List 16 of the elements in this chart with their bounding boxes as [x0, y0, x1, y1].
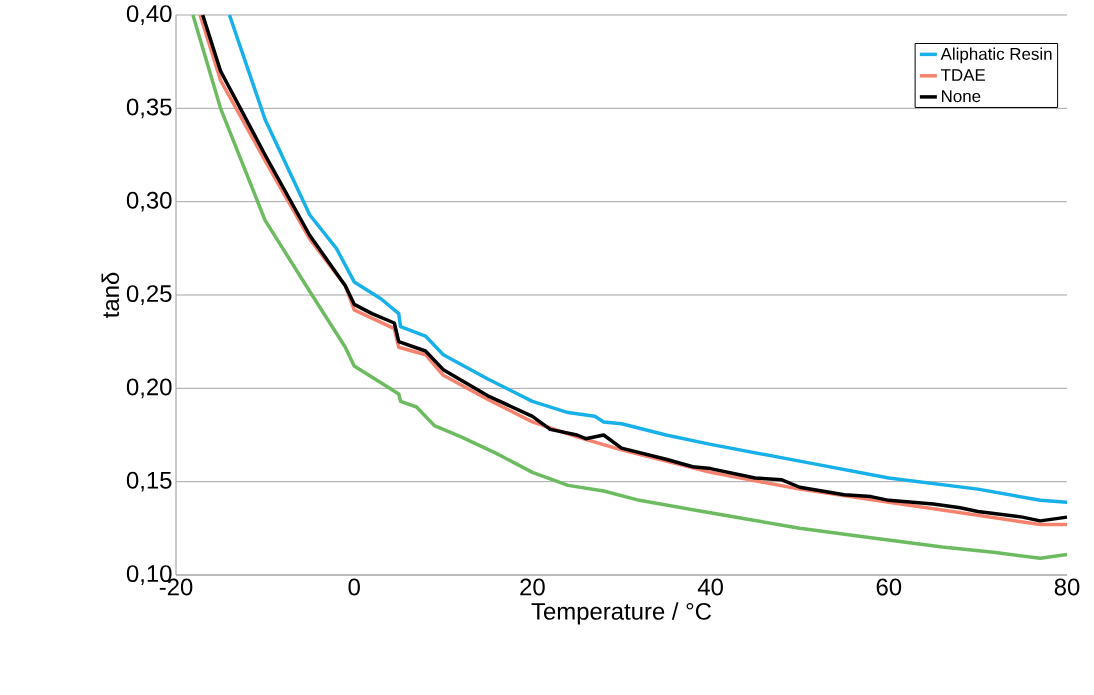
legend-label: TDAE: [940, 69, 986, 81]
x-tick-label: 20: [520, 578, 545, 596]
y-tick-label: 0,25: [126, 285, 172, 305]
legend-label: None: [941, 90, 981, 103]
y-axis-title: tanδ: [101, 272, 120, 318]
y-tick-label: 0,30: [126, 191, 172, 212]
y-tick-label: 0,40: [126, 5, 172, 25]
y-tick-label: 0,20: [126, 378, 172, 399]
x-axis-title: Temperature / °C: [531, 602, 712, 625]
y-tick-label: 0,35: [126, 98, 172, 119]
y-tick-label: 0,15: [126, 471, 172, 492]
x-tick-label: 40: [697, 578, 723, 596]
x-tick-label: 0: [348, 578, 360, 596]
x-tick-label: 60: [876, 578, 902, 596]
legend-label: Aliphatic Resin: [940, 47, 1052, 64]
x-tick-label: 80: [1054, 578, 1080, 596]
